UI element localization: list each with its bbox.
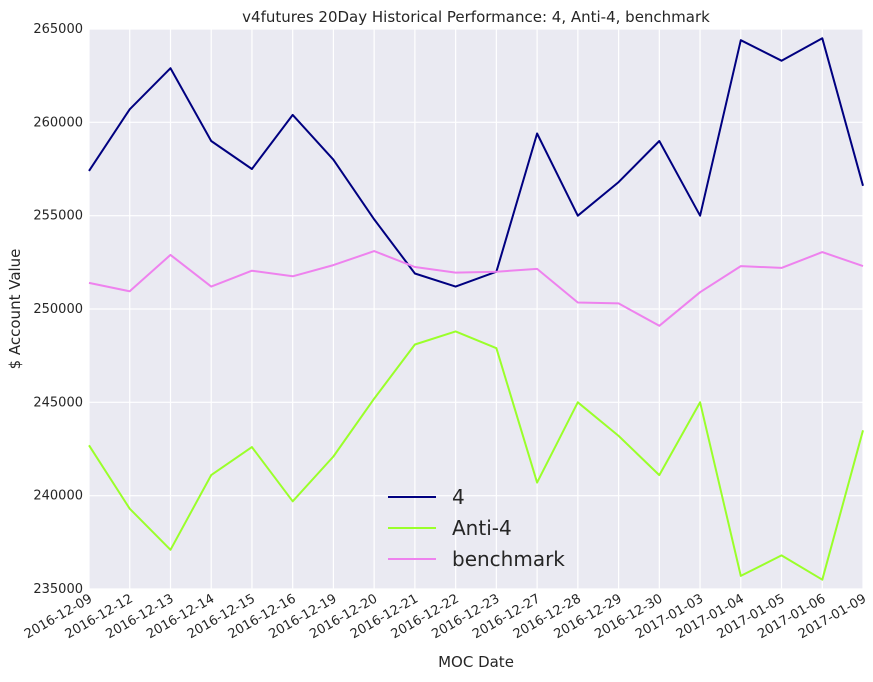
legend-label: benchmark: [452, 547, 565, 571]
legend-label: 4: [452, 485, 465, 509]
y-tick-label: 235000: [33, 582, 83, 597]
series-line-0: [88, 37, 864, 288]
y-tick-label: 240000: [33, 489, 83, 504]
chart-title: v4futures 20Day Historical Performance: …: [242, 8, 710, 26]
y-axis-label: $ Account Value: [6, 249, 24, 370]
y-tick-label: 245000: [33, 395, 83, 410]
series-line-1: [88, 330, 864, 581]
series-line-2: [88, 250, 864, 327]
plot-area: 235000 240000 245000 250000 255000 260000 2650…: [22, 22, 869, 642]
x-axis-label: MOC Date: [438, 653, 514, 671]
y-tick-label: 265000: [33, 22, 83, 37]
y-tick-label: 255000: [33, 209, 83, 224]
y-tick-label: 260000: [33, 115, 83, 130]
legend: 4 Anti-4 benchmark: [388, 485, 565, 571]
legend-label: Anti-4: [452, 516, 512, 540]
y-tick-label: 250000: [33, 302, 83, 317]
